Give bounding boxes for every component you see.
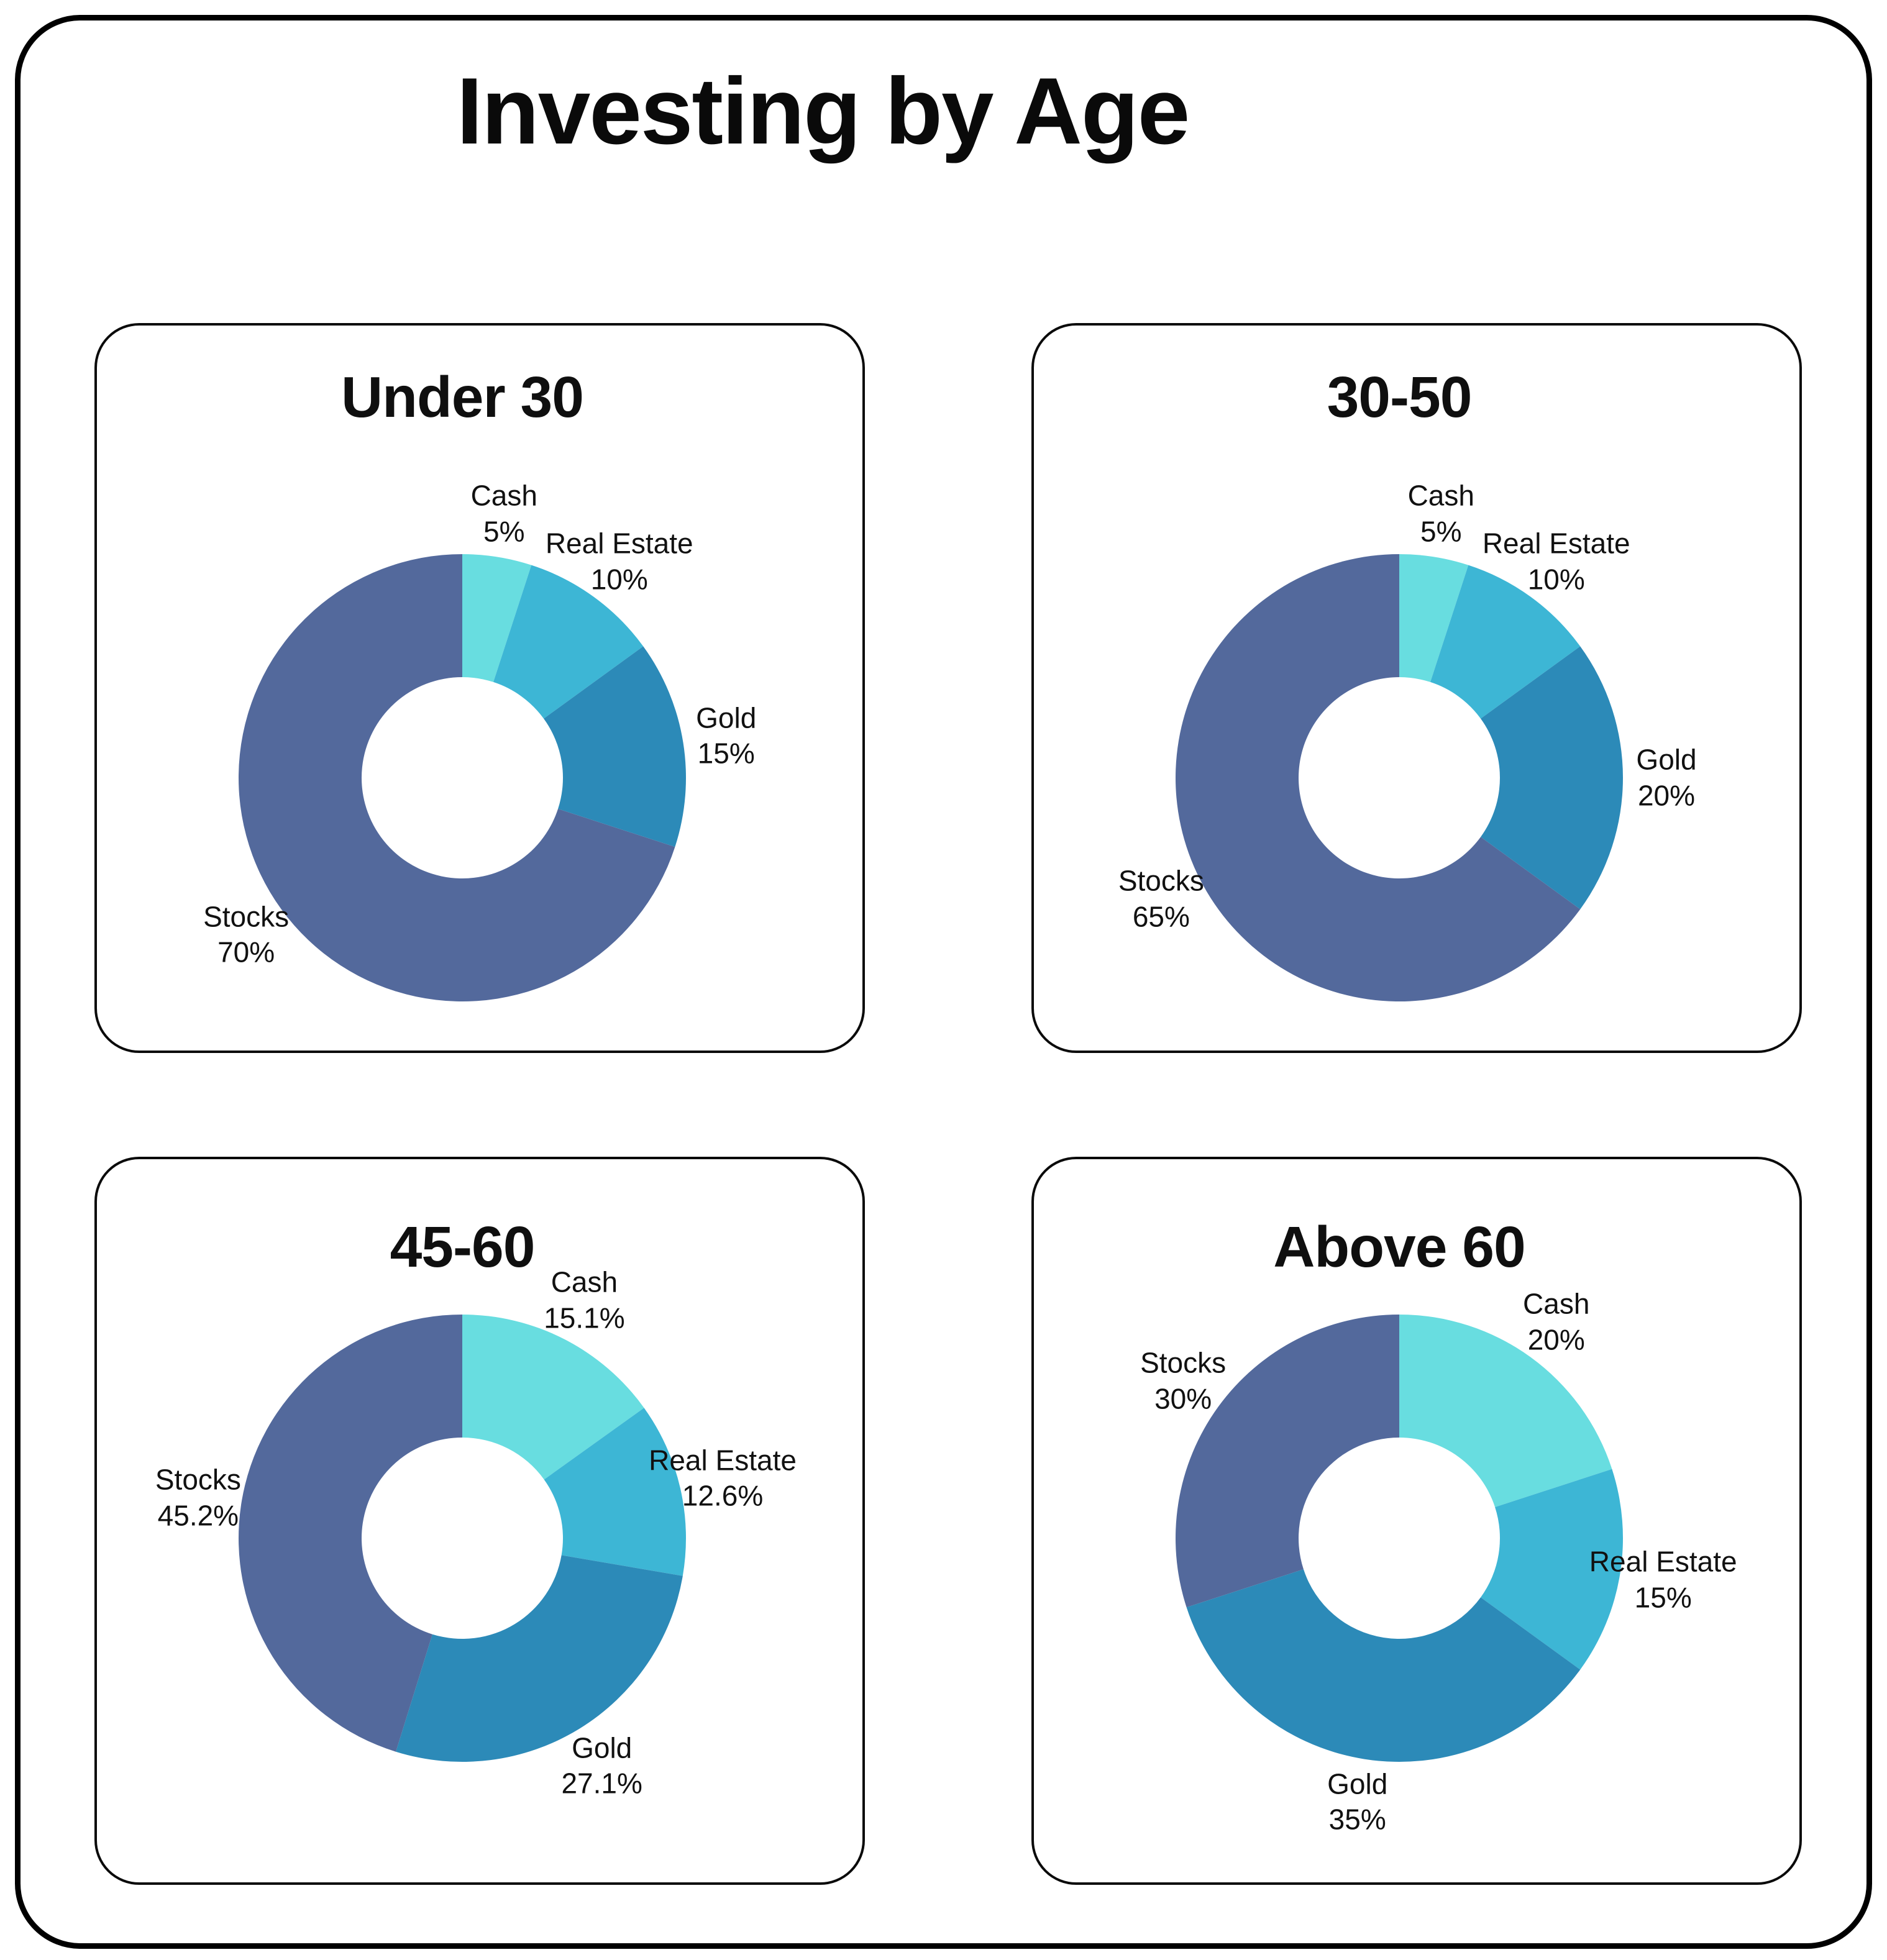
donut-chart-above-60: Cash 20% Real Estate 15% Gold 35% Stocks 30% — [1034, 1159, 1799, 1882]
slice-label-name: Stocks — [203, 900, 290, 933]
slice-label-name: Gold — [696, 701, 757, 734]
donut-slice-cash — [1399, 1315, 1612, 1507]
slice-label-name: Stocks — [1118, 864, 1204, 897]
donut-slice-real-estate — [544, 1408, 686, 1576]
slice-label-pct: 20% — [1527, 1323, 1585, 1356]
donut-chart-45-60: Cash 15.1% Real Estate 12.6% Gold 27.1% Stocks… — [97, 1159, 862, 1882]
slice-label-name: Cash — [551, 1265, 618, 1298]
donut-chart-under-30: Cash 5% Real Estate 10% Gold 15% Stocks 70% — [97, 326, 862, 1051]
slice-label-pct: 65% — [1132, 900, 1190, 933]
slice-label-name: Cash — [1407, 479, 1474, 512]
slice-label-gold: Gold 35% — [1327, 1766, 1387, 1838]
slice-label-real-estate: Real Estate 10% — [1483, 526, 1630, 598]
donut-slice-stocks — [1176, 554, 1581, 1002]
slice-label-cash: Cash 15.1% — [544, 1265, 624, 1336]
slice-label-name: Stocks — [1140, 1346, 1227, 1379]
donut-chart-30-50: Cash 5% Real Estate 10% Gold 20% Stocks 65% — [1034, 326, 1799, 1051]
slice-label-pct: 15% — [697, 737, 755, 770]
slice-label-pct: 30% — [1154, 1382, 1212, 1415]
slice-label-name: Cash — [470, 479, 537, 512]
slice-label-name: Cash — [1523, 1287, 1590, 1320]
card-30-50: 30-50 Cash 5% Real Estate 10% Gold 20% Stocks 6… — [1031, 323, 1802, 1053]
card-above-60: Above 60 Cash 20% Real Estate 15% Gold 35% Sto… — [1031, 1157, 1802, 1885]
slice-label-pct: 70% — [217, 936, 275, 969]
slice-label-pct: 10% — [1527, 563, 1585, 596]
donut-svg — [238, 1315, 686, 1762]
slice-label-name: Real Estate — [1589, 1545, 1737, 1578]
slice-label-real-estate: Real Estate 15% — [1589, 1544, 1737, 1616]
card-under-30: Under 30 Cash 5% Real Estate 10% Gold 15% Stoc… — [94, 323, 865, 1053]
donut-slice-gold — [544, 646, 686, 847]
slice-label-pct: 5% — [1420, 515, 1462, 548]
donut-slice-stocks — [239, 554, 675, 1001]
card-title-under-30: Under 30 — [341, 365, 584, 429]
slice-label-stocks: Stocks 45.2% — [155, 1462, 241, 1534]
card-title-30-50: 30-50 — [1327, 365, 1473, 429]
slice-label-real-estate: Real Estate 12.6% — [649, 1443, 797, 1514]
slice-label-pct: 20% — [1637, 779, 1696, 811]
slice-label-name: Gold — [1636, 743, 1697, 776]
slice-label-name: Real Estate — [1482, 527, 1630, 560]
donut-slice-cash — [462, 554, 532, 682]
slice-label-cash: Cash 20% — [1523, 1287, 1589, 1358]
card-title-above-60: Above 60 — [1273, 1215, 1526, 1279]
donut-slice-cash — [1399, 554, 1469, 682]
slice-label-gold: Gold 20% — [1636, 742, 1696, 814]
slice-label-cash: Cash 5% — [1408, 478, 1474, 550]
slice-label-pct: 15.1% — [544, 1301, 625, 1334]
donut-slice-real-estate — [1430, 565, 1581, 719]
page-title: Investing by Age — [456, 58, 1190, 164]
slice-label-cash: Cash 5% — [471, 478, 537, 550]
slice-label-pct: 27.1% — [561, 1767, 642, 1800]
slice-label-stocks: Stocks 30% — [1140, 1346, 1226, 1417]
donut-svg — [1176, 1315, 1623, 1762]
card-title-45-60: 45-60 — [390, 1215, 536, 1279]
outer-frame — [15, 15, 1872, 1949]
slice-label-pct: 15% — [1634, 1581, 1692, 1614]
slice-label-pct: 35% — [1328, 1803, 1386, 1836]
card-45-60: 45-60 Cash 15.1% Real Estate 12.6% Gold 27.1%… — [94, 1157, 865, 1885]
slice-label-stocks: Stocks 65% — [1118, 864, 1204, 935]
donut-slice-stocks — [238, 1315, 462, 1752]
slice-label-name: Real Estate — [649, 1444, 797, 1477]
slice-label-gold: Gold 27.1% — [561, 1730, 642, 1802]
slice-label-stocks: Stocks 70% — [203, 899, 289, 970]
slice-label-real-estate: Real Estate 10% — [546, 526, 693, 598]
donut-slice-gold — [1481, 646, 1623, 909]
donut-slice-real-estate — [1481, 1469, 1623, 1670]
slice-label-name: Stocks — [155, 1463, 241, 1496]
donut-slice-gold — [396, 1555, 683, 1762]
donut-slice-real-estate — [493, 565, 644, 719]
slice-label-gold: Gold 15% — [696, 700, 756, 772]
donut-slice-gold — [1186, 1569, 1581, 1762]
slice-label-name: Gold — [572, 1731, 633, 1764]
slice-label-pct: 10% — [590, 563, 648, 596]
donut-slice-stocks — [1176, 1315, 1399, 1608]
slice-label-name: Gold — [1327, 1767, 1388, 1800]
donut-svg — [239, 554, 686, 1001]
slice-label-pct: 45.2% — [157, 1499, 239, 1532]
slice-label-name: Real Estate — [545, 527, 693, 560]
slice-label-pct: 12.6% — [682, 1479, 764, 1512]
donut-slice-cash — [462, 1315, 644, 1480]
slice-label-pct: 5% — [483, 515, 525, 548]
donut-svg — [1176, 554, 1623, 1002]
